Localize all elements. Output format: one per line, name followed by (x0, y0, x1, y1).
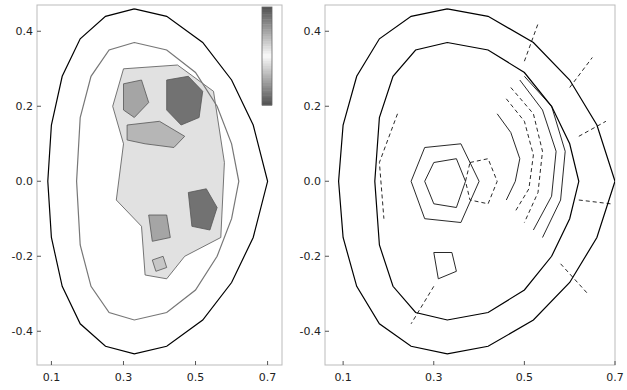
panel: 0.1 0.3 0.5 0.7 0.4 0.2 0.0 -0.2 -0.4 (300, 5, 624, 384)
x-tick-label: 0.7 (606, 371, 624, 384)
x-tick-label: 0.1 (334, 371, 352, 384)
contour-line (379, 114, 397, 219)
contour-line (579, 200, 611, 204)
colorbar-frame (262, 7, 272, 105)
boundary (339, 9, 615, 354)
y-tick-label: 0.4 (16, 25, 34, 38)
y-tick (325, 31, 329, 32)
y-tick (325, 331, 329, 332)
y-tick-label: 0.2 (16, 100, 34, 113)
figure: 0.10.30.50.70.40.20.0-0.2-0.40.10.30.50.… (0, 0, 627, 390)
x-tick-label: 0.5 (516, 371, 534, 384)
panel: 0.1 0.3 0.5 0.7 0.4 0.2 0.0 -0.2 -0.4 (12, 5, 282, 384)
contour-region (149, 215, 171, 241)
y-tick (37, 256, 41, 257)
x-tick (195, 361, 196, 365)
plot-area (339, 9, 615, 354)
contour-line (511, 88, 543, 223)
contour-line (520, 80, 556, 230)
y-tick-label: -0.4 (300, 325, 321, 338)
y-tick-label: 0.2 (304, 100, 322, 113)
x-tick-label: 0.3 (425, 371, 443, 384)
x-tick-label: 0.7 (259, 371, 277, 384)
y-tick-label: -0.2 (300, 250, 321, 263)
y-tick (37, 31, 41, 32)
contour-line (570, 58, 593, 88)
plot-area (48, 9, 268, 354)
y-tick-label: 0.4 (304, 25, 322, 38)
contour-line (524, 24, 538, 61)
x-tick (267, 361, 268, 365)
x-tick-label: 0.1 (43, 371, 61, 384)
y-tick-label: 0.0 (16, 175, 34, 188)
x-tick-label: 0.5 (187, 371, 205, 384)
contour-region (127, 121, 185, 147)
contour-line (561, 264, 588, 294)
x-tick (615, 361, 616, 365)
y-tick (325, 256, 329, 257)
boundary (77, 43, 239, 321)
y-tick (325, 106, 329, 107)
y-tick-label: 0.0 (304, 175, 322, 188)
contour-line (411, 286, 434, 324)
contour-region (124, 80, 149, 118)
y-tick (325, 181, 329, 182)
x-tick (524, 361, 525, 365)
boundary (375, 43, 579, 321)
contour-region (188, 189, 217, 230)
contour-region (113, 65, 225, 279)
contour-loop (411, 144, 479, 223)
contour-line (579, 121, 606, 136)
x-tick (51, 361, 52, 365)
y-tick (37, 181, 41, 182)
y-tick (37, 106, 41, 107)
x-tick-label: 0.3 (115, 371, 133, 384)
plot-frame (37, 5, 282, 365)
contour-loop (466, 159, 498, 204)
x-tick (123, 361, 124, 365)
x-tick (343, 361, 344, 365)
x-tick (433, 361, 434, 365)
y-tick-label: -0.2 (12, 250, 33, 263)
contour-line (506, 99, 533, 212)
contour-loop (434, 253, 457, 279)
contour-line (497, 114, 520, 200)
contour-region (152, 256, 166, 271)
plot-frame (325, 5, 615, 365)
contour-line (524, 76, 565, 237)
boundary (48, 9, 268, 354)
y-tick (37, 331, 41, 332)
colorbar (262, 7, 272, 106)
y-tick-label: -0.4 (12, 325, 33, 338)
contour-loop (425, 159, 466, 208)
contour-region (167, 76, 203, 125)
